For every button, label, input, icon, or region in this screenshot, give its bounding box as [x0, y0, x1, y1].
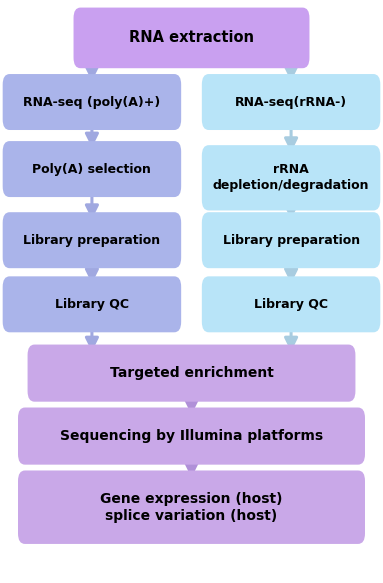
FancyBboxPatch shape: [3, 276, 181, 332]
FancyBboxPatch shape: [18, 408, 365, 465]
Text: Library preparation: Library preparation: [223, 234, 360, 247]
FancyBboxPatch shape: [18, 470, 365, 544]
Text: Gene expression (host)
splice variation (host): Gene expression (host) splice variation …: [100, 491, 283, 523]
FancyBboxPatch shape: [3, 74, 181, 130]
Text: Poly(A) selection: Poly(A) selection: [33, 163, 151, 175]
FancyBboxPatch shape: [28, 345, 355, 402]
FancyBboxPatch shape: [202, 145, 380, 210]
Text: rRNA
depletion/degradation: rRNA depletion/degradation: [213, 163, 369, 192]
FancyBboxPatch shape: [74, 8, 309, 68]
Text: RNA-seq(rRNA-): RNA-seq(rRNA-): [235, 96, 347, 108]
Text: Sequencing by Illumina platforms: Sequencing by Illumina platforms: [60, 429, 323, 443]
FancyBboxPatch shape: [3, 141, 181, 197]
Text: RNA extraction: RNA extraction: [129, 30, 254, 45]
FancyBboxPatch shape: [3, 212, 181, 268]
FancyBboxPatch shape: [202, 74, 380, 130]
Text: Targeted enrichment: Targeted enrichment: [110, 366, 273, 380]
FancyBboxPatch shape: [202, 276, 380, 332]
Text: Library preparation: Library preparation: [23, 234, 160, 247]
Text: RNA-seq (poly(A)+): RNA-seq (poly(A)+): [23, 96, 160, 108]
FancyBboxPatch shape: [202, 212, 380, 268]
Text: Library QC: Library QC: [254, 298, 328, 311]
Text: Library QC: Library QC: [55, 298, 129, 311]
